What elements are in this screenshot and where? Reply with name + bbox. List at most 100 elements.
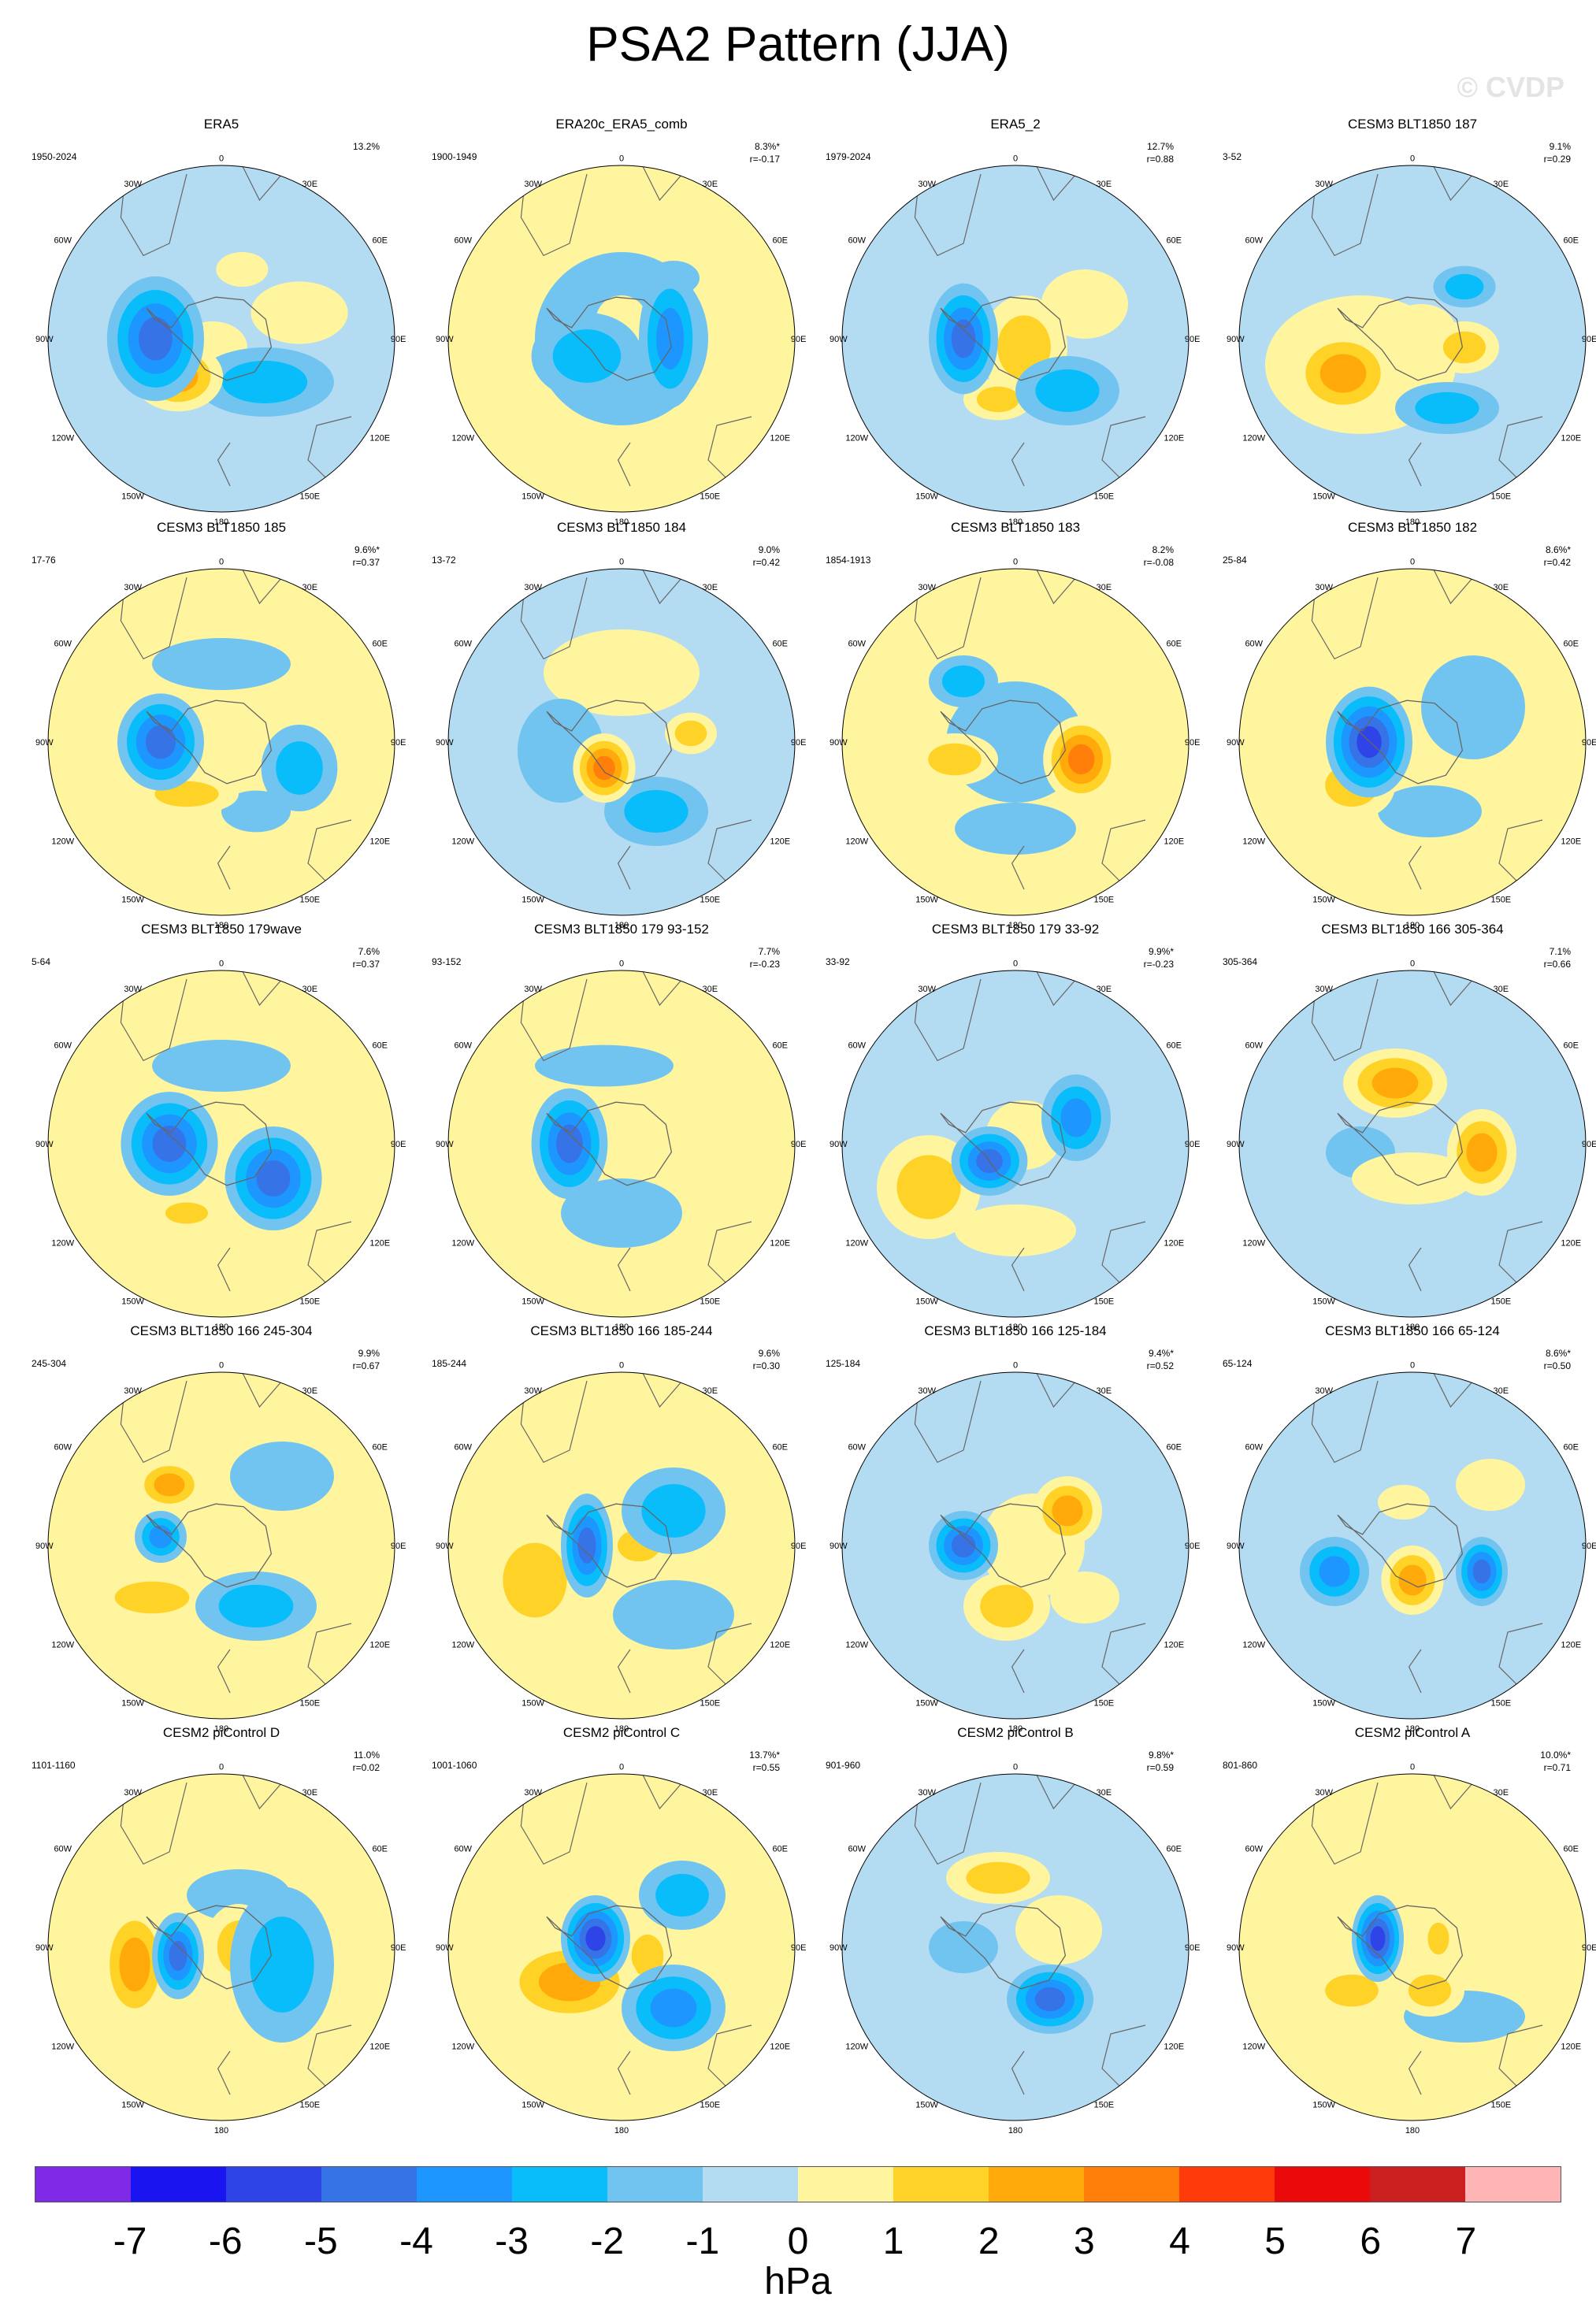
longitude-label: 90E	[1582, 335, 1596, 344]
panel-variance: 9.0%	[758, 544, 780, 555]
longitude-label: 120W	[451, 1640, 474, 1649]
longitude-label: 60W	[848, 1041, 866, 1051]
panel-correlation: r=0.71	[1543, 1762, 1571, 1773]
longitude-label: 90W	[436, 738, 454, 748]
coastline	[1337, 296, 1464, 381]
positive-anomaly-contour	[593, 755, 615, 781]
polar-map: 0 30W 30E 60W 60E 90W 90E 120W 120E 150W 150E 180	[35, 154, 406, 527]
longitude-label: 60W	[848, 1845, 866, 1854]
panel-correlation: r=0.67	[352, 1360, 380, 1371]
longitude-label: 120E	[770, 1640, 790, 1649]
positive-anomaly-contour	[1398, 1564, 1427, 1596]
longitude-label: 120E	[770, 1238, 790, 1248]
panel-stats: 9.1% r=0.29	[1544, 140, 1571, 165]
negative-anomaly-contour	[552, 329, 622, 383]
colorbar	[35, 2166, 1561, 2202]
longitude-label: 60E	[372, 1443, 388, 1453]
panel-correlation: r=-0.23	[1143, 959, 1174, 970]
longitude-label: 60E	[1563, 640, 1579, 649]
negative-anomaly-contour	[218, 1584, 294, 1628]
longitude-label: 90E	[791, 1140, 807, 1149]
coastline	[146, 1503, 273, 1588]
panel-correlation: r=0.59	[1146, 1762, 1174, 1773]
longitude-label: 30E	[1494, 1788, 1509, 1798]
panel-variance: 13.2%	[352, 141, 380, 152]
longitude-label: 30W	[124, 180, 142, 189]
coastline	[940, 1101, 1067, 1186]
coastline	[617, 1247, 631, 1292]
coastline	[241, 569, 283, 605]
longitude-label: 120E	[1164, 433, 1184, 443]
panel-variance: 11.0%	[353, 1750, 380, 1761]
colorbar-swatch	[1465, 2167, 1561, 2202]
longitude-label: 0	[1013, 557, 1018, 566]
longitude-label: 30W	[524, 180, 542, 189]
longitude-label: 0	[1410, 1762, 1415, 1772]
negative-anomaly-contour	[230, 1442, 334, 1511]
map-border	[1238, 568, 1587, 916]
map-border	[1238, 970, 1587, 1318]
colorbar-tick-label: -5	[304, 2221, 338, 2262]
positive-anomaly-contour	[154, 1473, 185, 1497]
positive-anomaly-contour	[1050, 1571, 1119, 1623]
panel-variance: 10.0%*	[1540, 1750, 1571, 1761]
panel-title: CESM3 BLT1850 166 65-124	[1325, 1323, 1500, 1338]
longitude-label: 30E	[1097, 1386, 1112, 1396]
longitude-label: 120W	[845, 433, 868, 443]
coastline	[617, 442, 631, 487]
longitude-label: 90W	[830, 1943, 848, 1953]
longitude-label: 90E	[391, 335, 406, 344]
longitude-label: 30W	[524, 583, 542, 592]
coastline	[146, 296, 273, 381]
longitude-label: 150W	[1312, 1297, 1335, 1307]
colorbar-swatch	[321, 2167, 417, 2202]
coastline	[1011, 442, 1025, 487]
longitude-label: 60E	[1563, 1041, 1579, 1051]
negative-anomaly-contour	[929, 1921, 998, 1973]
longitude-label: 60E	[1166, 1041, 1182, 1051]
map-border	[447, 970, 796, 1318]
colorbar-swatch	[1084, 2167, 1179, 2202]
negative-anomaly-contour	[1472, 1559, 1491, 1584]
positive-anomaly-contour	[966, 1861, 1030, 1894]
longitude-label: 30E	[1494, 1386, 1509, 1396]
panel-stats: 9.4%* r=0.52	[1147, 1347, 1174, 1372]
colorbar-swatch	[1370, 2167, 1465, 2202]
colorbar-swatch	[1179, 2167, 1275, 2202]
map-panel: ERA5 1950-2024 13.2% 0 30W 30E 60W 60E 90W 90E 120…	[22, 117, 421, 534]
longitude-label: 0	[619, 1360, 624, 1370]
longitude-label: 60E	[772, 1443, 788, 1453]
coastline	[914, 974, 982, 1062]
longitude-label: 150W	[121, 896, 144, 905]
coastline	[641, 970, 683, 1007]
longitude-label: 60E	[1563, 236, 1579, 246]
coastline	[1011, 1247, 1025, 1292]
panel-period: 25-84	[1223, 555, 1247, 566]
longitude-label: 30W	[918, 1386, 936, 1396]
coastline	[914, 1777, 982, 1865]
longitude-label: 0	[1410, 959, 1415, 968]
longitude-label: 30W	[124, 1386, 142, 1396]
polar-map: 0 30W 30E 60W 60E 90W 90E 120W 120E 150W 150E 180	[1227, 959, 1596, 1332]
negative-anomaly-contour	[1319, 1556, 1350, 1587]
longitude-label: 90W	[35, 1542, 54, 1551]
coastline	[1311, 572, 1379, 660]
longitude-label: 120W	[451, 1238, 474, 1248]
panel-variance: 12.7%	[1146, 141, 1174, 152]
longitude-label: 0	[619, 1762, 624, 1772]
longitude-label: 60E	[1166, 236, 1182, 246]
coastline	[914, 169, 982, 257]
map-panel: CESM3 BLT1850 183 1854-1913 8.2% r=-0.08 0 30…	[816, 520, 1215, 937]
longitude-label: 30E	[1097, 583, 1112, 592]
longitude-label: 150W	[121, 492, 144, 502]
longitude-label: 90E	[1582, 1542, 1596, 1551]
negative-anomaly-contour	[577, 1527, 596, 1564]
coastline	[546, 1905, 673, 1990]
map-background	[842, 1774, 1189, 2121]
polar-map: 0 30W 30E 60W 60E 90W 90E 120W 120E 150W 150E 180	[830, 1762, 1200, 2135]
map-panel: CESM3 BLT1850 187 3-52 9.1% r=0.29 0 30W 30E 60…	[1213, 117, 1596, 534]
longitude-label: 120W	[451, 837, 474, 846]
coastline	[1432, 165, 1474, 202]
colorbar-swatch	[703, 2167, 798, 2202]
coastline	[1408, 1649, 1422, 1694]
